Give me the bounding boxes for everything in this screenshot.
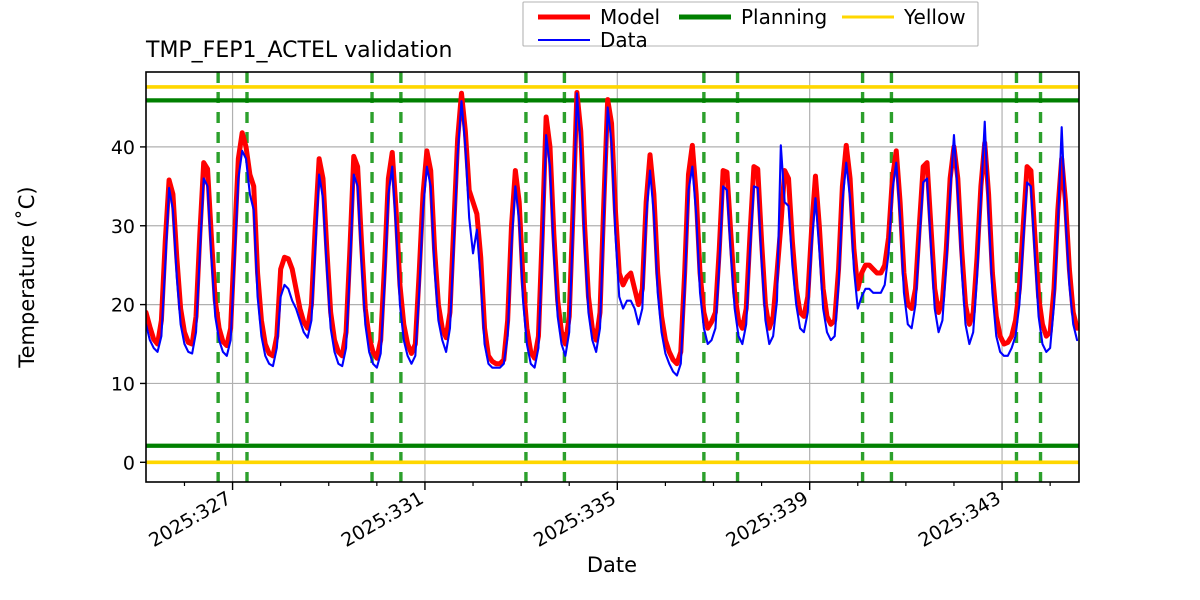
data-series (146, 90, 1079, 377)
series-line-data (146, 92, 1079, 377)
legend-label-data[interactable]: Data (600, 28, 648, 52)
chart-title: TMP_FEP1_ACTEL validation (145, 38, 452, 63)
y-tick-label: 20 (111, 295, 135, 317)
legend-label-model[interactable]: Model (600, 5, 660, 29)
legend-label-yellow[interactable]: Yellow (903, 5, 966, 29)
y-tick-label: 0 (123, 452, 135, 474)
legend-label-planning[interactable]: Planning (741, 5, 827, 29)
axes-frame (145, 71, 1080, 483)
legend-frame (522, 1, 979, 47)
limit-lines (146, 85, 1079, 465)
y-tick-label: 10 (111, 373, 135, 395)
y-tick-label: 30 (111, 216, 135, 238)
y-axis-label: Temperature (˚C) (15, 186, 39, 368)
x-axis-label: Date (587, 553, 637, 577)
y-axis-ticks: 0 10 20 30 40 (111, 137, 146, 474)
y-tick-label: 40 (111, 137, 135, 159)
legend[interactable]: Model Planning Yellow Data (522, 1, 979, 52)
